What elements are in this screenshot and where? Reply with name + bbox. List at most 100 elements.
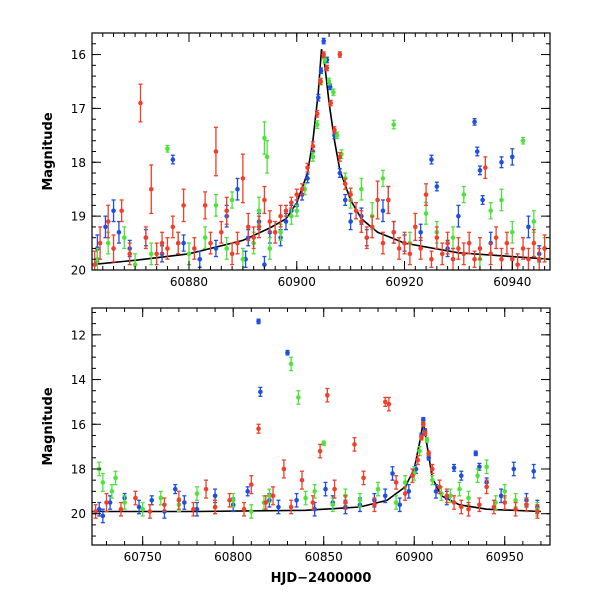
bottom-red-marker: [325, 392, 330, 398]
bottom-blue-marker: [149, 497, 155, 503]
top-green-marker: [148, 251, 154, 257]
bottom-blue-marker: [276, 504, 281, 510]
top-red-point: [445, 231, 450, 255]
bottom-green-point: [321, 440, 327, 447]
top-green-marker: [264, 154, 270, 160]
bottom-red-marker: [256, 426, 261, 432]
top-red-point: [342, 177, 348, 190]
top-blue-point: [321, 37, 326, 45]
bottom-red-marker: [249, 482, 254, 487]
top-red-point: [520, 237, 526, 260]
top-red-marker: [386, 197, 391, 203]
bottom-panel-frame: [91, 307, 551, 546]
bottom-red-marker: [458, 504, 464, 510]
bottom-red-marker: [299, 477, 305, 483]
top-blue-marker: [509, 154, 515, 160]
top-green-point: [262, 121, 267, 155]
top-blue-marker: [116, 229, 122, 235]
top-blue-point: [235, 177, 240, 201]
bottom-green-marker: [513, 497, 518, 503]
bottom-x-tick-label: 60900: [395, 550, 433, 564]
bottom-blue-marker: [182, 500, 187, 505]
bottom-red-marker: [535, 509, 540, 514]
top-blue-point: [456, 204, 461, 228]
bottom-blue-marker: [477, 464, 482, 470]
top-green-marker: [331, 89, 336, 95]
bottom-green-point: [303, 490, 308, 506]
bottom-blue-marker: [451, 465, 457, 471]
top-red-marker: [127, 251, 133, 257]
top-red-point: [154, 242, 159, 266]
top-red-marker: [213, 149, 219, 154]
bottom-blue-marker: [172, 486, 178, 492]
top-red-point: [536, 247, 542, 270]
top-blue-point: [111, 199, 116, 223]
top-red-marker: [429, 256, 434, 262]
top-blue-marker: [472, 119, 477, 125]
bottom-green-point: [484, 459, 489, 475]
bottom-red-point: [203, 479, 209, 499]
top-red-marker: [472, 256, 477, 262]
bottom-green-point: [296, 390, 301, 405]
top-y-tick-label: 19: [71, 210, 86, 224]
bottom-green-point: [357, 492, 363, 508]
bottom-red-marker: [422, 430, 428, 436]
top-blue-point: [116, 220, 122, 244]
top-red-marker: [170, 224, 176, 230]
bottom-blue-point: [256, 318, 261, 325]
top-blue-marker: [348, 219, 353, 224]
top-red-marker: [353, 208, 359, 214]
bottom-blue-point: [194, 501, 200, 517]
bottom-blue-marker: [473, 451, 479, 456]
top-red-point: [143, 226, 149, 250]
top-green-point: [423, 202, 429, 225]
bottom-red-point: [288, 499, 294, 515]
bottom-blue-marker: [420, 417, 426, 423]
top-green-point: [488, 202, 494, 220]
top-red-point: [483, 156, 488, 180]
top-red-marker: [181, 203, 186, 208]
top-green-point: [213, 193, 219, 217]
top-blue-point: [170, 154, 176, 165]
bottom-green-point: [158, 490, 164, 506]
bottom-red-marker: [502, 500, 508, 505]
top-red-marker: [165, 246, 170, 251]
bottom-blue-marker: [212, 493, 218, 499]
top-green-marker: [229, 197, 235, 203]
top-red-point: [170, 215, 176, 239]
bottom-red-marker: [419, 435, 424, 440]
top-blue-point: [434, 181, 440, 192]
top-red-point: [348, 187, 353, 202]
bottom-panel-x-axis-title: HJD−2400000: [271, 571, 372, 586]
bottom-x-tick-label: 60750: [124, 550, 162, 564]
bottom-green-marker: [457, 486, 462, 492]
top-green-marker: [488, 208, 494, 214]
bottom-green-marker: [475, 473, 480, 478]
top-blue-point: [318, 67, 324, 75]
top-blue-marker: [480, 197, 485, 203]
top-green-marker: [213, 203, 219, 208]
top-red-marker: [208, 240, 213, 246]
top-red-point: [380, 231, 386, 255]
top-red-point: [175, 231, 181, 255]
top-red-marker: [119, 208, 124, 214]
top-red-marker: [536, 256, 542, 262]
bottom-green-point: [96, 461, 102, 477]
bottom-red-marker: [270, 493, 276, 499]
top-red-marker: [450, 256, 456, 262]
bottom-blue-marker: [100, 513, 106, 519]
top-red-marker: [515, 262, 520, 267]
top-red-marker: [240, 176, 246, 181]
top-red-point: [159, 231, 165, 255]
bottom-red-marker: [104, 500, 109, 505]
bottom-green-point: [194, 486, 200, 501]
bottom-red-point: [437, 479, 442, 495]
top-red-marker: [272, 229, 278, 235]
top-red-marker: [348, 192, 353, 197]
top-red-marker: [154, 251, 159, 257]
top-red-marker: [504, 240, 510, 246]
bottom-red-point: [227, 492, 232, 508]
bottom-red-marker: [241, 506, 247, 512]
bottom-blue-marker: [194, 506, 200, 512]
top-red-marker: [332, 127, 337, 133]
